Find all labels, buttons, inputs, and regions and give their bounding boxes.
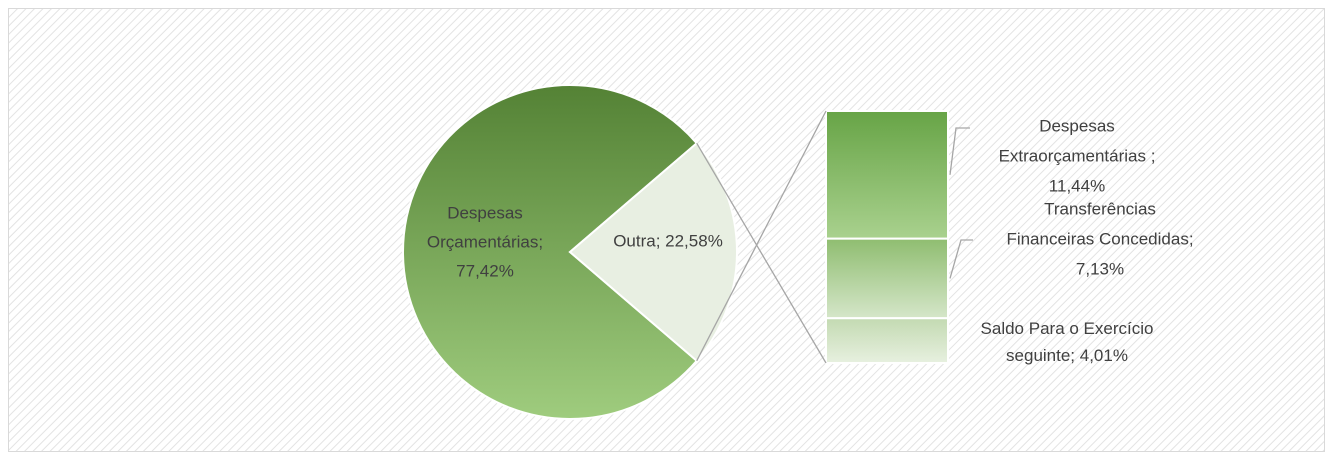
data-label: Financeiras Concedidas; — [1006, 229, 1193, 248]
plot-area: Despesas Orçamentárias; 77,42% Outra; 22,58… — [402, 84, 1194, 420]
data-label: Orçamentárias; — [427, 232, 543, 251]
bar-segment — [825, 317, 949, 365]
bar-segment — [825, 110, 949, 240]
leader-line — [949, 239, 973, 279]
connector-line — [696, 142, 827, 364]
data-label: Despesas — [447, 203, 523, 222]
pie-slice — [568, 141, 738, 363]
data-label: Outra; 22,58% — [613, 231, 723, 250]
data-label: Extraorçamentárias ; — [999, 146, 1156, 165]
data-label: 77,42% — [456, 261, 514, 280]
data-label: Despesas — [1039, 116, 1115, 135]
data-label: 7,13% — [1076, 259, 1124, 278]
data-label: Saldo Para o Exercício — [981, 319, 1154, 338]
data-label: seguinte; 4,01% — [1006, 346, 1128, 365]
data-label: 11,44% — [1049, 176, 1105, 195]
data-label: Transferências — [1044, 199, 1156, 218]
leader-line — [949, 127, 970, 175]
bar-segment — [825, 237, 949, 320]
pie-slice — [402, 84, 699, 420]
connector-line — [696, 110, 827, 362]
